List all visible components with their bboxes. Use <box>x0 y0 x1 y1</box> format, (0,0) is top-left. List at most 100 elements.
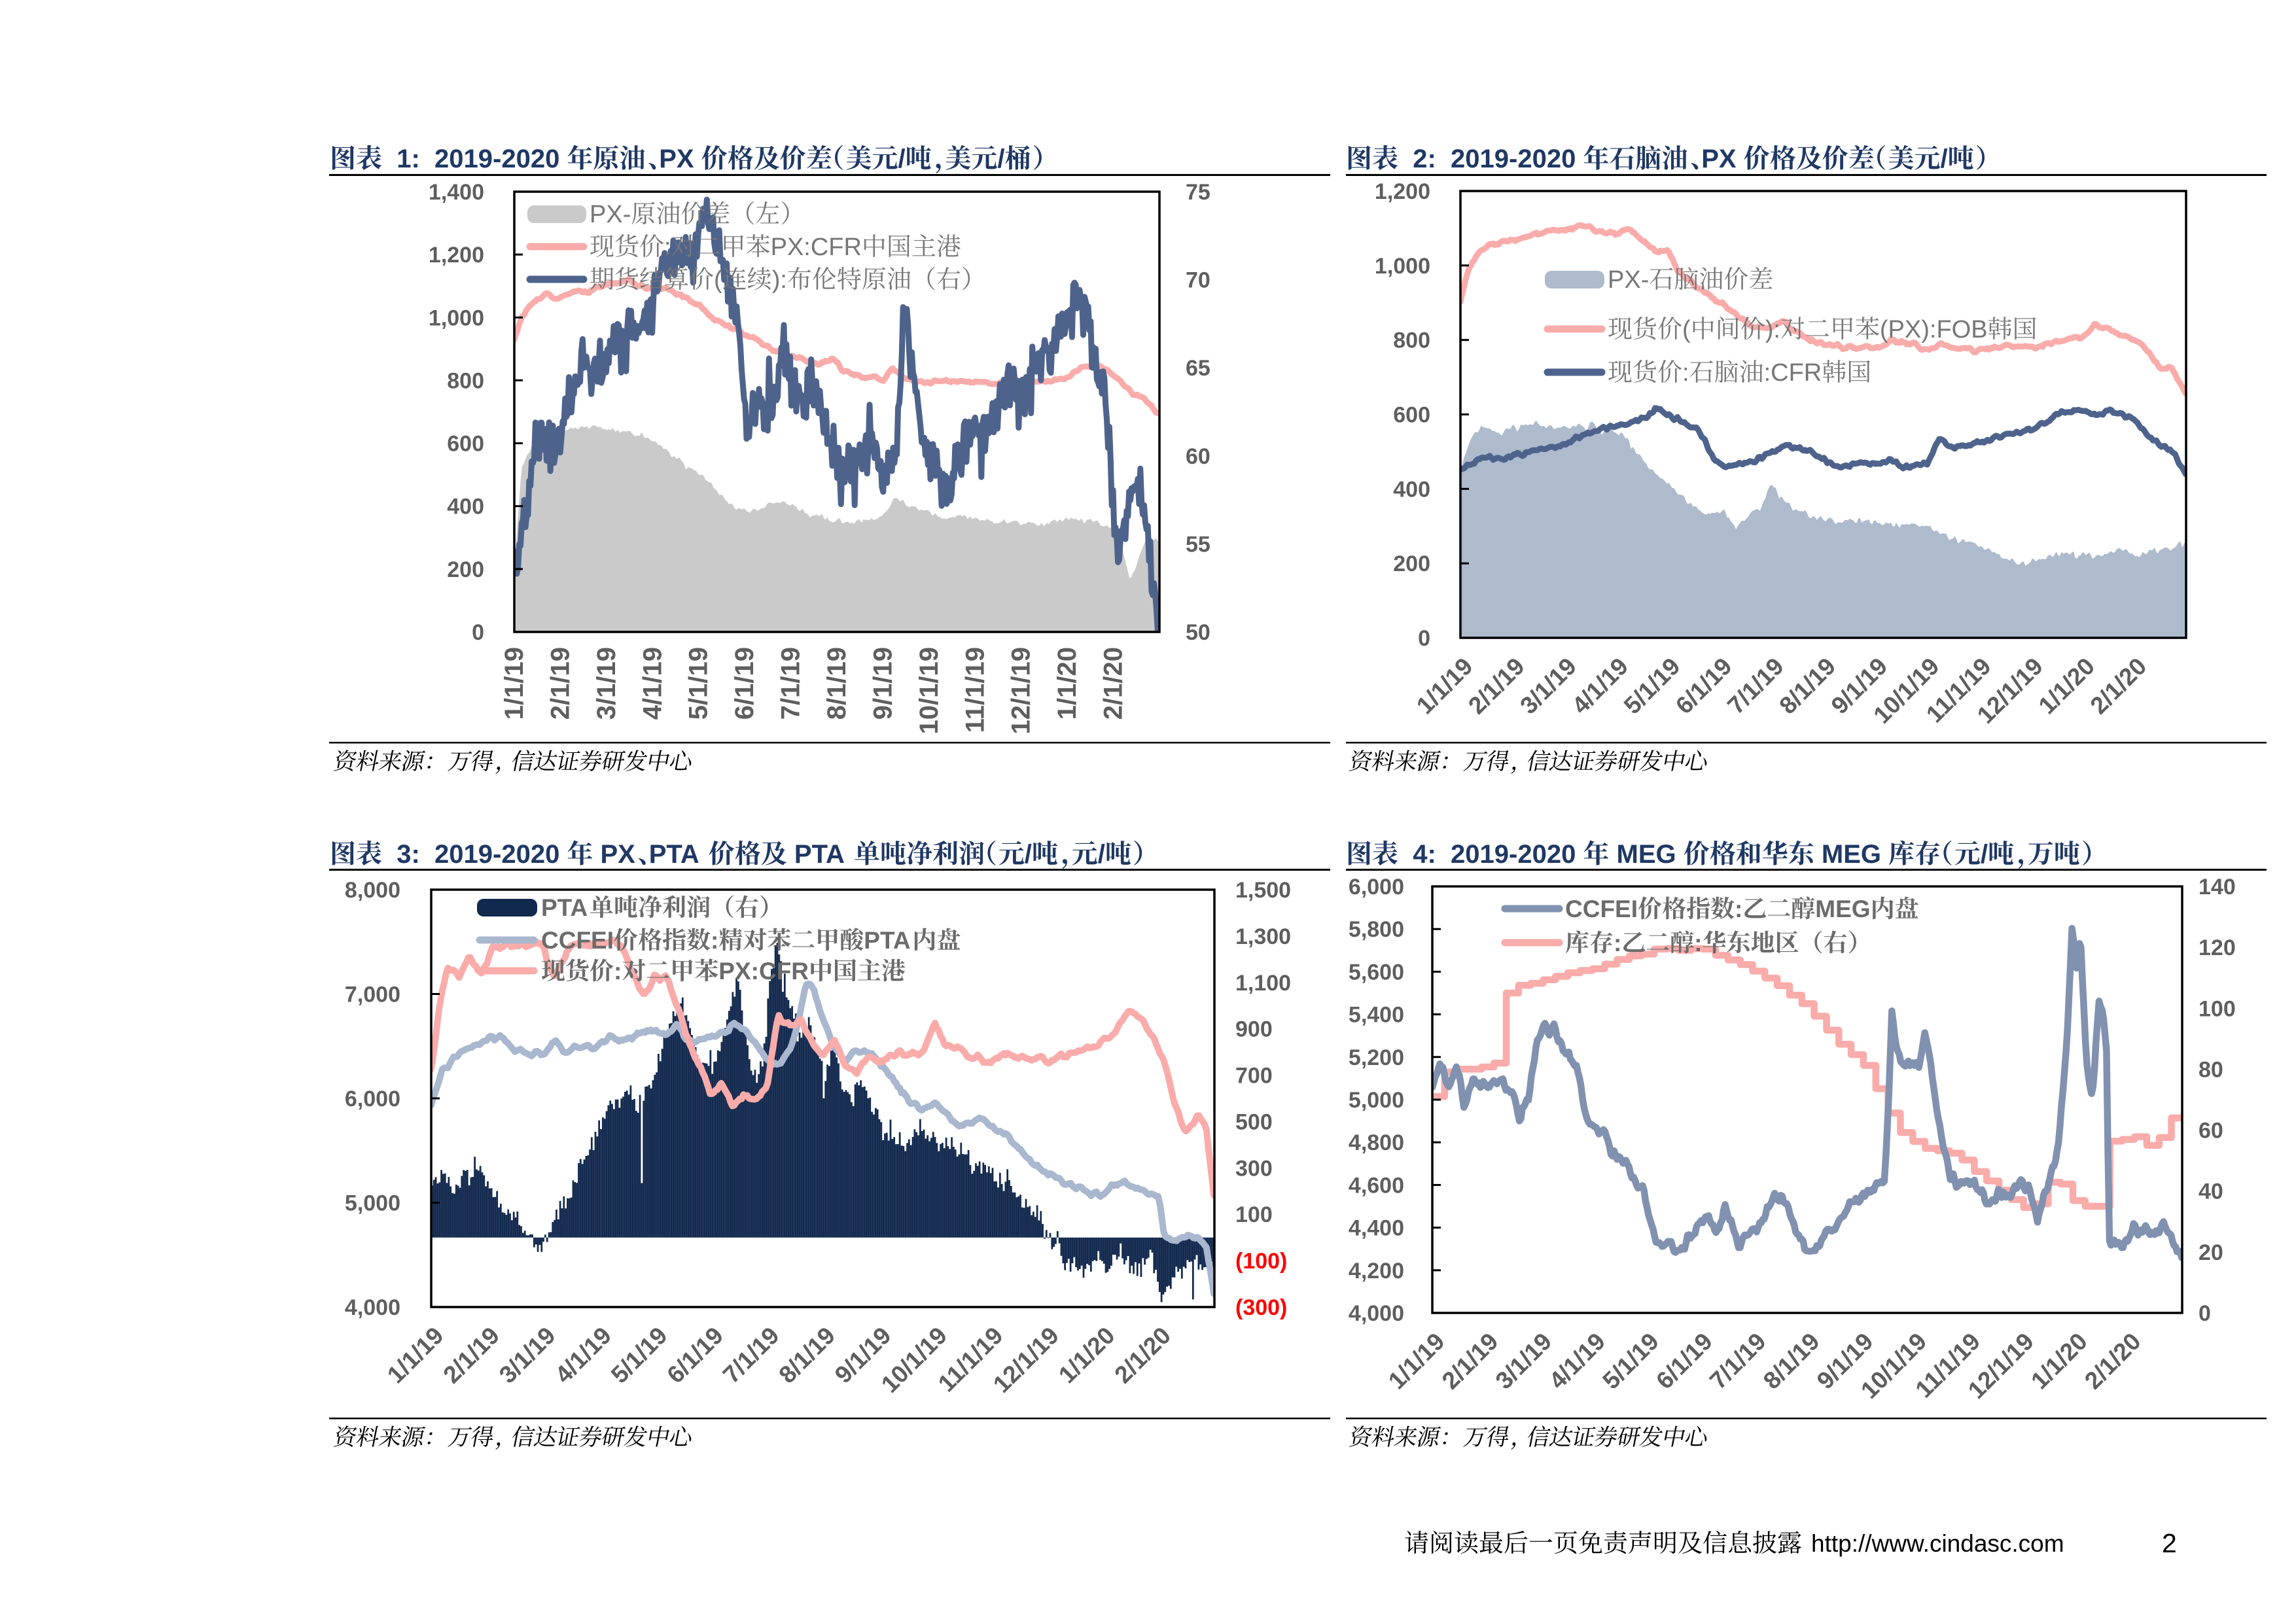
svg-text:50: 50 <box>1186 620 1210 645</box>
svg-text:60: 60 <box>2199 1119 2223 1143</box>
svg-text:65: 65 <box>1186 356 1210 381</box>
svg-text:9/1/19: 9/1/19 <box>868 647 897 720</box>
svg-text:5/1/19: 5/1/19 <box>606 1322 673 1389</box>
svg-text:4,600: 4,600 <box>1349 1173 1404 1198</box>
svg-text:1/1/19: 1/1/19 <box>1411 653 1478 720</box>
svg-text:1,500: 1,500 <box>1235 878 1291 903</box>
svg-text:/: / <box>1098 840 1105 869</box>
svg-text:(PX):FOB: (PX):FOB <box>1880 316 1988 343</box>
svg-text:(100): (100) <box>1235 1249 1287 1274</box>
svg-text:MEG: MEG <box>1814 840 1888 869</box>
svg-text:4,200: 4,200 <box>1349 1259 1404 1283</box>
svg-text:4: 2019-2020: 4: 2019-2020 <box>1398 840 1583 869</box>
svg-text:3: 2019-2020: 3: 2019-2020 <box>382 840 567 869</box>
svg-text::: : <box>711 927 718 954</box>
svg-text:PTA: PTA <box>787 840 851 869</box>
svg-text:500: 500 <box>1235 1109 1273 1134</box>
svg-text:4/1/19: 4/1/19 <box>1544 1328 1611 1395</box>
svg-text:7/1/19: 7/1/19 <box>777 647 805 720</box>
svg-text:5/1/19: 5/1/19 <box>684 647 713 720</box>
svg-text:6/1/19: 6/1/19 <box>1651 1328 1718 1395</box>
svg-text:1,300: 1,300 <box>1235 924 1291 949</box>
svg-text:1/1/20: 1/1/20 <box>2034 653 2100 720</box>
svg-text:PX:CFR: PX:CFR <box>771 234 862 261</box>
svg-text:PX: PX <box>1701 145 1743 173</box>
svg-text:4,400: 4,400 <box>1349 1216 1404 1241</box>
svg-text:40: 40 <box>2199 1179 2223 1204</box>
svg-text:/: / <box>1941 145 1948 173</box>
svg-text:7/1/19: 7/1/19 <box>1704 1328 1771 1395</box>
svg-text:10/1/19: 10/1/19 <box>915 647 944 734</box>
svg-text:4/1/19: 4/1/19 <box>1567 653 1634 720</box>
svg-text:100: 100 <box>1235 1202 1273 1227</box>
svg-text:5,400: 5,400 <box>1349 1003 1404 1028</box>
svg-text:12/1/19: 12/1/19 <box>1007 647 1036 734</box>
svg-text::: : <box>1682 359 1689 387</box>
svg-text:8/1/19: 8/1/19 <box>1774 653 1841 720</box>
svg-text:2/1/20: 2/1/20 <box>1109 1322 1176 1389</box>
svg-text:4,000: 4,000 <box>1349 1301 1404 1326</box>
svg-text:5,600: 5,600 <box>1349 960 1404 985</box>
svg-text:1: 2019-2020: 1: 2019-2020 <box>382 145 567 173</box>
svg-text:1,100: 1,100 <box>1235 971 1291 996</box>
svg-text:6/1/19: 6/1/19 <box>662 1322 728 1389</box>
svg-text:5/1/19: 5/1/19 <box>1597 1328 1664 1395</box>
svg-text:8/1/19: 8/1/19 <box>822 647 851 720</box>
svg-text:1,000: 1,000 <box>429 305 484 330</box>
svg-text:3/1/19: 3/1/19 <box>1515 653 1581 720</box>
svg-text:5,000: 5,000 <box>1349 1088 1404 1113</box>
svg-text:8/1/19: 8/1/19 <box>1758 1328 1825 1395</box>
svg-text:PX: PX <box>659 145 701 173</box>
svg-text:PX-: PX- <box>1608 266 1649 294</box>
svg-text:8,000: 8,000 <box>345 878 400 903</box>
svg-text:75: 75 <box>1186 180 1210 205</box>
svg-text:700: 700 <box>1235 1064 1273 1089</box>
svg-text:(300): (300) <box>1235 1295 1287 1320</box>
svg-text:PX-: PX- <box>590 201 631 228</box>
svg-text:2/1/19: 2/1/19 <box>1463 653 1530 720</box>
svg-text:900: 900 <box>1235 1017 1273 1042</box>
svg-text:3/1/19: 3/1/19 <box>592 647 621 720</box>
svg-text:2/1/20: 2/1/20 <box>2085 653 2152 720</box>
svg-text:CCFEI: CCFEI <box>541 927 614 954</box>
svg-text:PX:CFR: PX:CFR <box>718 958 809 985</box>
svg-text:1,000: 1,000 <box>1375 254 1430 279</box>
svg-text:1,200: 1,200 <box>1375 179 1430 204</box>
svg-text:(: ( <box>1682 316 1691 343</box>
svg-text:http://www.cindasc.com: http://www.cindasc.com <box>1811 1530 2064 1557</box>
svg-text:200: 200 <box>1393 551 1430 576</box>
svg-text:3/1/19: 3/1/19 <box>1491 1328 1557 1395</box>
svg-text:4/1/19: 4/1/19 <box>550 1322 616 1389</box>
svg-text:400: 400 <box>1393 477 1430 502</box>
svg-text:2/1/20: 2/1/20 <box>2079 1328 2146 1395</box>
svg-text:70: 70 <box>1186 268 1210 293</box>
svg-text:800: 800 <box>1393 328 1430 353</box>
svg-text:/: / <box>898 145 906 173</box>
svg-text:400: 400 <box>447 495 484 519</box>
svg-text:60: 60 <box>1186 444 1210 469</box>
svg-text:6/1/19: 6/1/19 <box>730 647 759 720</box>
svg-text::: : <box>1614 930 1621 956</box>
svg-text:2: 2019-2020: 2: 2019-2020 <box>1398 145 1583 173</box>
svg-text:2: 2 <box>2162 1528 2177 1558</box>
svg-text:0: 0 <box>1418 626 1430 651</box>
svg-text:5,000: 5,000 <box>345 1191 400 1216</box>
svg-text:100: 100 <box>2199 996 2236 1021</box>
svg-text:1/1/19: 1/1/19 <box>1383 1328 1450 1395</box>
svg-text:0: 0 <box>472 620 484 645</box>
svg-text:5,200: 5,200 <box>1349 1045 1404 1070</box>
svg-text:7/1/19: 7/1/19 <box>1722 653 1789 720</box>
svg-text:200: 200 <box>447 557 484 582</box>
svg-text:MEG: MEG <box>1815 896 1870 922</box>
svg-text:7/1/19: 7/1/19 <box>718 1322 785 1389</box>
svg-text::: : <box>1735 896 1742 922</box>
svg-text:4,000: 4,000 <box>345 1295 400 1320</box>
svg-text:(: ( <box>714 266 722 294</box>
svg-text:1,400: 1,400 <box>429 180 484 205</box>
svg-text:300: 300 <box>1235 1156 1273 1181</box>
svg-text:6,000: 6,000 <box>1349 875 1404 899</box>
svg-text:4/1/19: 4/1/19 <box>638 647 667 720</box>
svg-text:2/1/19: 2/1/19 <box>438 1322 504 1389</box>
svg-text::: : <box>664 234 671 261</box>
svg-text::CFR: :CFR <box>1764 359 1822 387</box>
